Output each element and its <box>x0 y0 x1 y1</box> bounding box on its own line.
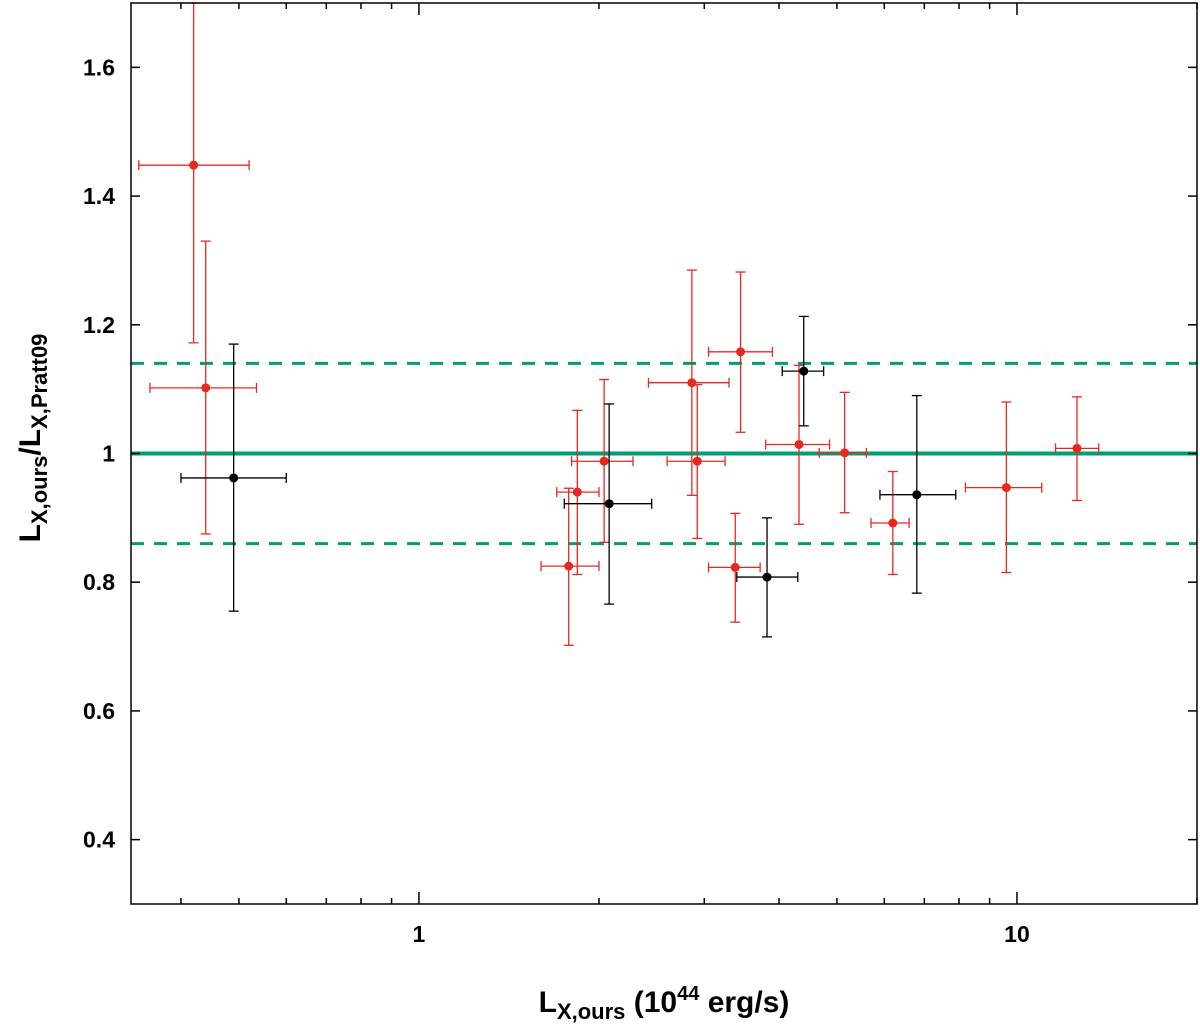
data-point-group <box>781 315 825 427</box>
y-axis-title: LX,ours/LX,Pratt09 <box>14 334 52 543</box>
data-point-group <box>964 401 1043 574</box>
data-point <box>572 487 582 497</box>
y-axis-title-sub2: X,Pratt09 <box>27 334 52 429</box>
data-point-group <box>540 487 600 646</box>
y-axis-title-part1: L <box>14 524 47 542</box>
data-point <box>687 378 697 388</box>
data-point <box>840 448 850 458</box>
data-point <box>1001 483 1011 493</box>
data-point <box>1072 443 1082 453</box>
y-tick-label: 1.2 <box>83 312 115 338</box>
data-point <box>599 456 609 466</box>
data-point <box>762 572 772 582</box>
data-point-group <box>138 2 250 344</box>
x-axis-title: LX,ours (1044 erg/s) <box>539 983 790 1024</box>
data-point <box>736 347 746 357</box>
data-point-group <box>818 391 868 514</box>
x-axis-title-pre: (10 <box>625 986 677 1019</box>
y-tick-label: 1 <box>102 441 115 467</box>
data-point <box>201 383 211 393</box>
data-point <box>604 499 614 509</box>
data-point-group <box>707 271 774 433</box>
y-tick-label: 0.4 <box>83 827 115 853</box>
data-point <box>730 562 740 572</box>
data-point <box>189 160 199 170</box>
data-point-group <box>1054 396 1100 502</box>
x-axis-title-post: erg/s) <box>699 986 789 1019</box>
series-layer <box>138 2 1100 646</box>
data-point-group <box>570 378 634 543</box>
data-point <box>799 366 809 376</box>
data-point-group <box>879 394 957 594</box>
data-point-group <box>180 343 287 612</box>
series-black <box>180 315 957 638</box>
data-point-group <box>870 470 910 576</box>
y-tick-label: 1.6 <box>83 54 115 80</box>
data-point-group <box>736 517 799 638</box>
data-point-group <box>563 403 653 605</box>
y-axis-title-sub1: X,ours <box>27 456 52 524</box>
data-point <box>564 561 574 571</box>
series-red <box>138 2 1100 646</box>
x-tick-label: 10 <box>1004 921 1030 947</box>
y-tick-label: 0.6 <box>83 698 115 724</box>
y-tick-label: 1.4 <box>83 183 115 209</box>
x-axis-title-sup: 44 <box>677 983 700 1005</box>
data-point-group <box>556 409 600 576</box>
x-axis-title-sub: X,ours <box>557 999 625 1024</box>
data-point <box>912 490 922 500</box>
data-point <box>692 456 702 466</box>
data-point-group <box>707 512 761 623</box>
data-point <box>888 518 898 528</box>
data-point-group <box>149 240 258 535</box>
y-tick-label: 0.8 <box>83 569 115 595</box>
data-point <box>229 473 239 483</box>
data-point <box>794 439 804 449</box>
data-point-group <box>666 383 726 540</box>
x-tick-label: 1 <box>413 921 426 947</box>
reference-lines <box>131 361 1197 546</box>
x-axis-title-main: L <box>539 986 557 1019</box>
data-point-group <box>765 364 831 525</box>
ticks-layer: 0.4 0.6 0.8 1 1.2 1.4 1.6 1 10 <box>83 3 1198 947</box>
y-axis-title-slash: /L <box>14 429 47 456</box>
